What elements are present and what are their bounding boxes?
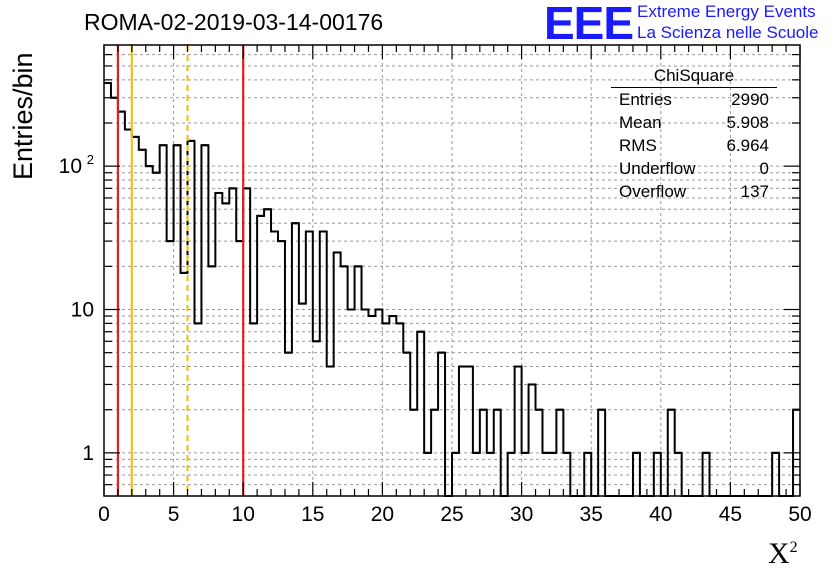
y-tick-label: 10 xyxy=(71,298,94,321)
stats-row-rms: RMS 6.964 xyxy=(611,136,777,159)
axis-tick-labels: 0 5 10 15 20 25 30 35 40 45 50 1 10 10 2 xyxy=(59,152,812,526)
y-axis-label: Entries/bin xyxy=(8,52,38,180)
y-tick-label-exponent: 2 xyxy=(87,152,94,167)
eee-logo: EEE xyxy=(544,0,634,49)
stats-label: Entries xyxy=(619,90,672,109)
histogram-bars xyxy=(104,82,800,497)
logo-subtitle-line2: La Scienza nelle Scuole xyxy=(637,23,819,42)
stats-value: 0 xyxy=(759,159,769,178)
x-axis-label-sup: 2 xyxy=(789,539,798,556)
stats-title: ChiSquare xyxy=(611,66,777,88)
stats-row-mean: Mean 5.908 xyxy=(611,113,777,136)
x-tick-label: 20 xyxy=(371,503,394,526)
y-tick-label: 1 xyxy=(82,442,94,465)
x-tick-label: 0 xyxy=(98,503,110,526)
x-tick-label: 40 xyxy=(649,503,672,526)
axis-ticks xyxy=(103,45,801,496)
x-axis-label: X2 xyxy=(768,537,798,571)
marker-lines xyxy=(116,45,245,496)
stats-label: Mean xyxy=(619,113,662,132)
x-tick-label: 25 xyxy=(440,503,463,526)
logo-subtitle-line1: Extreme Energy Events xyxy=(637,2,816,21)
stats-label: Overflow xyxy=(619,182,687,201)
stats-label: RMS xyxy=(619,136,657,155)
stats-row-overflow: Overflow 137 xyxy=(611,182,777,205)
stats-value: 2990 xyxy=(731,90,769,109)
run-title: ROMA-02-2019-03-14-00176 xyxy=(84,9,384,35)
stats-value: 6.964 xyxy=(726,136,769,155)
x-tick-label: 45 xyxy=(719,503,742,526)
x-tick-label: 30 xyxy=(510,503,533,526)
stats-row-entries: Entries 2990 xyxy=(611,90,777,113)
x-tick-label: 50 xyxy=(788,503,811,526)
x-tick-label: 10 xyxy=(232,503,255,526)
x-tick-label: 15 xyxy=(301,503,324,526)
stats-value: 137 xyxy=(740,182,769,201)
x-tick-label: 35 xyxy=(580,503,603,526)
y-tick-label: 10 xyxy=(59,155,82,178)
grid-lines xyxy=(104,45,800,496)
x-axis-label-base: X xyxy=(768,537,790,570)
stats-value: 5.908 xyxy=(726,113,769,132)
stats-box: ChiSquare Entries 2990 Mean 5.908 RMS 6.… xyxy=(611,66,777,205)
x-tick-label: 5 xyxy=(168,503,180,526)
stats-label: Underflow xyxy=(619,159,696,178)
stats-row-underflow: Underflow 0 xyxy=(611,159,777,182)
